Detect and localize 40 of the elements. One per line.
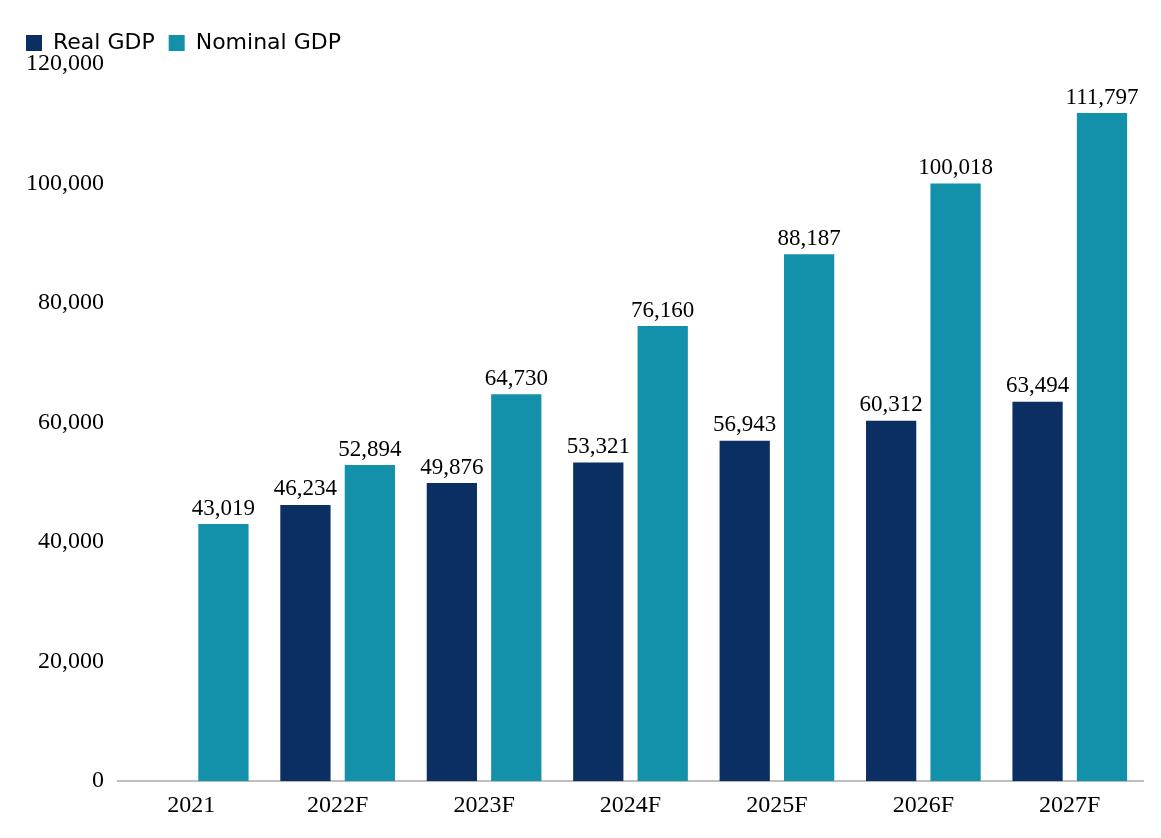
x-tick-label: 2023F [453, 790, 515, 817]
data-label: 46,234 [273, 475, 338, 501]
data-label: 43,019 [191, 494, 256, 520]
data-label: 56,943 [713, 411, 777, 437]
x-tick-label: 2026F [892, 790, 955, 817]
bar [198, 524, 249, 782]
bar [784, 254, 835, 782]
bar [344, 465, 395, 782]
data-label: 64,730 [484, 364, 548, 390]
data-label: 76,160 [631, 296, 695, 322]
data-label: 100,018 [918, 153, 993, 179]
bar [930, 183, 981, 782]
bar [573, 462, 624, 782]
data-label: 49,876 [420, 453, 484, 479]
x-tick-label: 2024F [599, 790, 662, 817]
data-label: 60,312 [859, 391, 923, 417]
bar [719, 440, 770, 782]
y-tick-label: 60,000 [38, 407, 104, 434]
legend-label: Nominal GDP [195, 28, 341, 54]
y-tick-label: 100,000 [26, 168, 104, 195]
data-label: 53,321 [566, 433, 630, 459]
x-tick-label: 2027F [1039, 790, 1101, 817]
data-label: 88,187 [777, 224, 841, 250]
data-label: 52,894 [338, 435, 402, 461]
bar [637, 326, 688, 782]
x-tick-label: 2022F [306, 790, 369, 817]
y-tick-label: 20,000 [38, 646, 104, 673]
y-tick-label: 40,000 [38, 527, 104, 554]
data-label: 111,797 [1065, 83, 1139, 109]
bar [491, 394, 542, 782]
x-tick-label: 2025F [746, 790, 808, 817]
bar [866, 420, 917, 782]
y-tick-label: 0 [92, 766, 104, 793]
bar [426, 483, 477, 782]
bar [280, 504, 331, 782]
x-tick-label: 2021 [167, 790, 216, 817]
bar [1076, 113, 1128, 782]
bar [1012, 401, 1063, 782]
data-label: 63,494 [1005, 372, 1070, 398]
y-tick-label: 80,000 [38, 288, 104, 315]
